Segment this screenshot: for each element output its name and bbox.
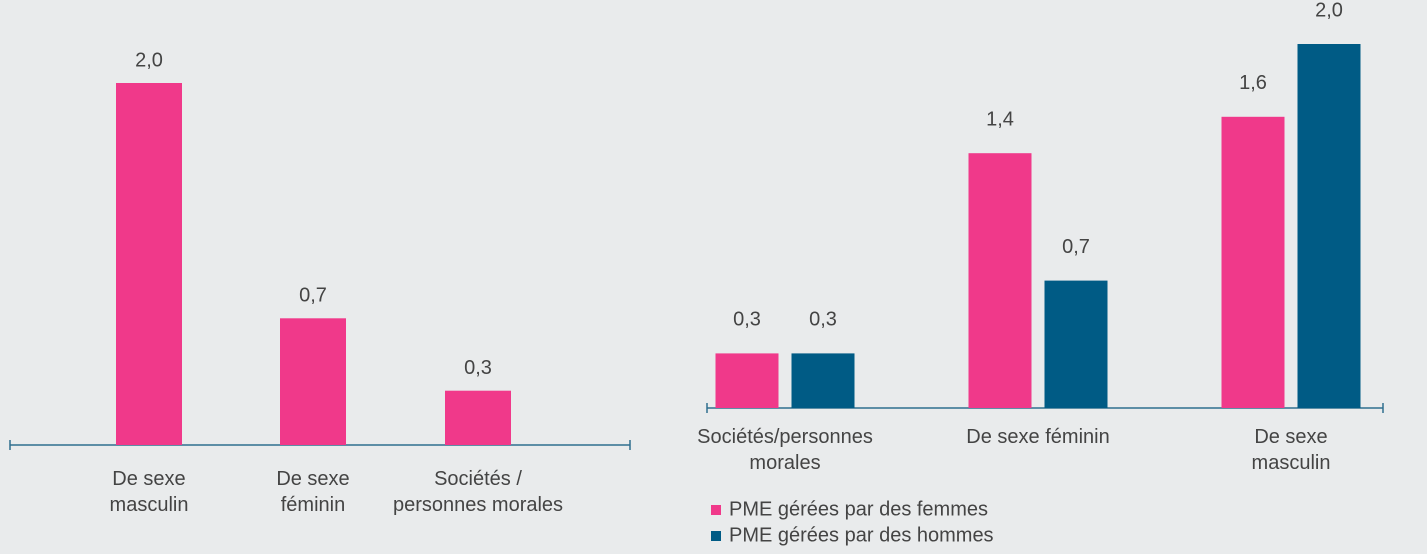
value-label: 0,7 <box>1062 236 1090 258</box>
x-tick-label: De sexe masculin <box>1251 426 1331 474</box>
value-label: 2,0 <box>135 49 163 71</box>
value-label: 0,3 <box>809 309 837 331</box>
x-tick-label: Sociétés/personnes morales <box>697 426 873 474</box>
bar <box>1044 280 1108 408</box>
legend-swatch <box>711 505 721 515</box>
value-label: 0,7 <box>299 285 327 307</box>
value-label: 1,6 <box>1239 72 1267 94</box>
value-label: 2,0 <box>1315 0 1343 21</box>
bar <box>445 390 511 445</box>
value-label: 1,4 <box>986 108 1014 130</box>
bar <box>715 353 779 408</box>
bar <box>791 353 855 408</box>
value-label: 0,3 <box>733 309 761 331</box>
x-tick-label: Sociétés / personnes morales <box>392 468 564 516</box>
legend-label: PME gérées par des femmes <box>729 498 988 520</box>
bar <box>968 153 1032 408</box>
legend-label: PME gérées par des hommes <box>729 524 994 546</box>
x-tick-label: De sexe féminin <box>276 468 350 516</box>
x-tick-label: De sexe féminin <box>966 426 1110 448</box>
x-tick-label: De sexe masculin <box>109 468 189 516</box>
bar <box>280 318 346 445</box>
bar <box>1221 116 1285 409</box>
bar <box>1297 44 1361 408</box>
value-label: 0,3 <box>464 357 492 379</box>
legend-swatch <box>711 531 721 541</box>
bar <box>116 83 182 445</box>
